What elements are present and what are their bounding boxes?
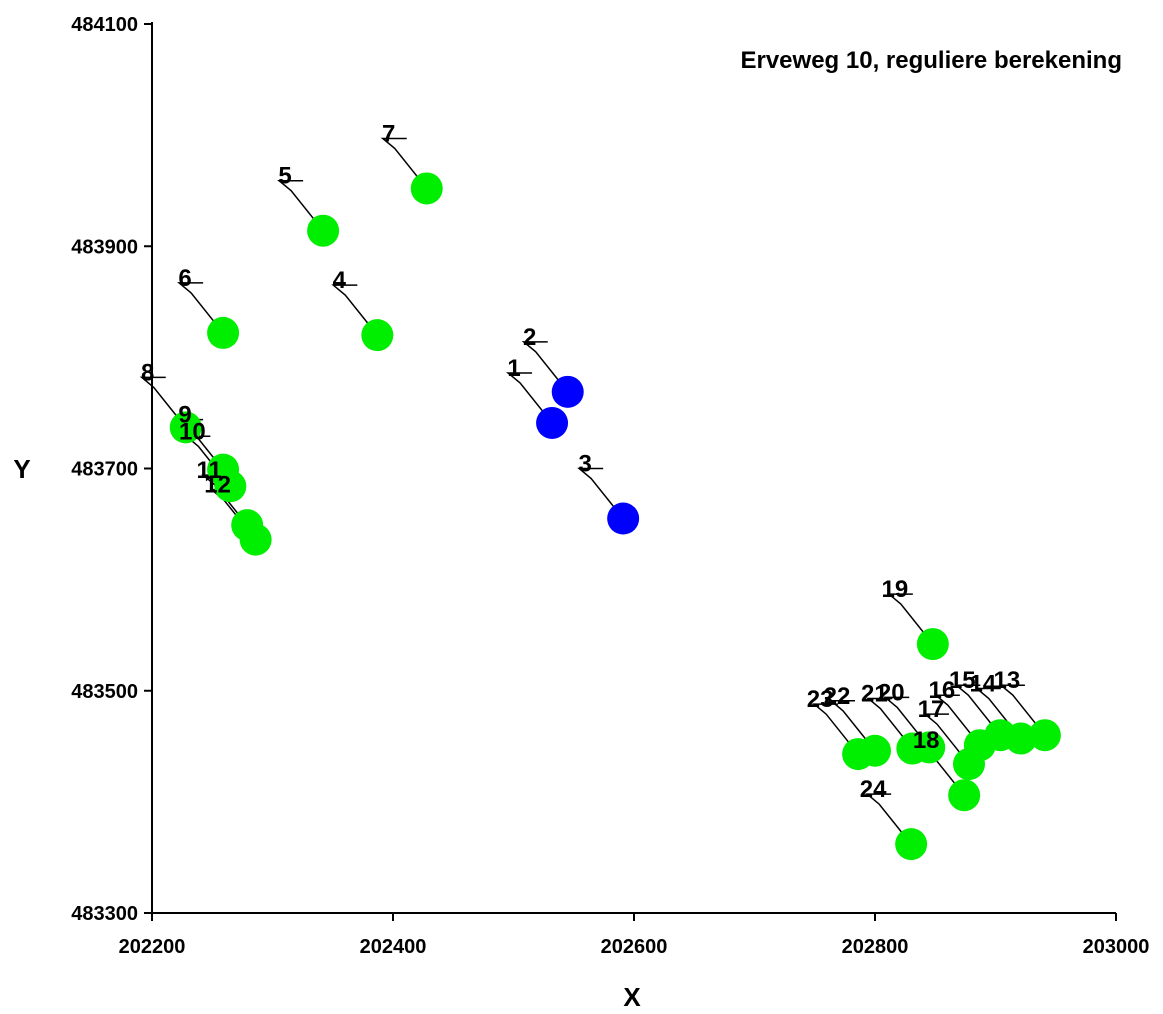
leader-line [139, 376, 187, 428]
point-label: 1 [507, 355, 520, 382]
chart-title: Erveweg 10, reguliere berekening [740, 47, 1122, 74]
y-axis-title: Y [13, 454, 30, 484]
data-point [207, 316, 240, 349]
leader-line [974, 687, 1022, 740]
point-label: 9 [178, 402, 191, 429]
point-label: 12 [204, 472, 231, 499]
data-point [952, 748, 985, 781]
leader-line [577, 467, 624, 519]
point-label: 5 [278, 163, 291, 190]
data-point [896, 732, 929, 765]
leader-line [998, 684, 1046, 736]
x-tick-label: 202600 [601, 936, 668, 958]
leader-line [331, 284, 378, 336]
point-label: 20 [878, 679, 905, 706]
data-point [1028, 719, 1061, 752]
leader-line [886, 593, 934, 645]
data-point [842, 738, 875, 771]
point-label: 7 [382, 120, 395, 147]
data-point [214, 470, 247, 503]
data-point [536, 406, 569, 439]
leader-line [865, 793, 912, 845]
data-point [895, 828, 928, 861]
leader-line [380, 137, 428, 189]
leader-line [954, 684, 1001, 736]
data-point [361, 319, 394, 352]
point-label: 21 [861, 681, 888, 708]
leader-line [828, 700, 876, 752]
data-point [410, 172, 443, 205]
leader-line [277, 179, 324, 232]
point-label: 18 [913, 727, 940, 754]
data-point [239, 523, 272, 556]
point-label: 17 [918, 696, 945, 723]
data-point [916, 628, 949, 661]
leader-line [177, 282, 224, 334]
point-label: 11 [197, 457, 222, 484]
leader-line [521, 341, 569, 393]
y-tick-label: 483500 [71, 681, 138, 703]
point-label: 6 [178, 265, 191, 292]
point-label: 15 [949, 667, 976, 694]
x-tick-label: 202800 [842, 936, 909, 958]
y-tick-label: 483900 [71, 236, 138, 258]
x-axis-title: X [623, 982, 641, 1012]
point-label: 24 [860, 776, 887, 803]
point-label: 10 [179, 418, 206, 445]
point-label: 3 [578, 451, 591, 478]
point-label: 23 [807, 686, 834, 713]
data-point [169, 411, 202, 444]
y-tick-label: 483700 [71, 459, 138, 481]
point-markers [169, 172, 1061, 861]
leader-line [922, 713, 970, 765]
y-tick-label: 484100 [71, 14, 138, 36]
data-point [607, 502, 640, 535]
point-label: 8 [141, 359, 154, 386]
point-label: 2 [523, 324, 536, 351]
point-label: 19 [881, 576, 908, 603]
point-label: 16 [928, 677, 955, 704]
leader-line [505, 372, 553, 424]
leader-line [866, 697, 913, 750]
leader-line [883, 696, 930, 748]
data-point [307, 214, 340, 247]
data-point [948, 779, 981, 812]
point-label: 22 [824, 683, 851, 710]
x-tick-label: 202400 [360, 936, 427, 958]
x-tick-label: 203000 [1083, 936, 1150, 958]
point-label: 13 [994, 667, 1021, 694]
point-label: 4 [333, 267, 347, 294]
leader-line [812, 703, 859, 755]
x-tick-label: 202200 [119, 936, 186, 958]
y-tick-label: 483300 [71, 903, 138, 925]
point-label: 14 [969, 671, 996, 698]
data-point [551, 375, 584, 408]
leader-line [933, 694, 981, 746]
